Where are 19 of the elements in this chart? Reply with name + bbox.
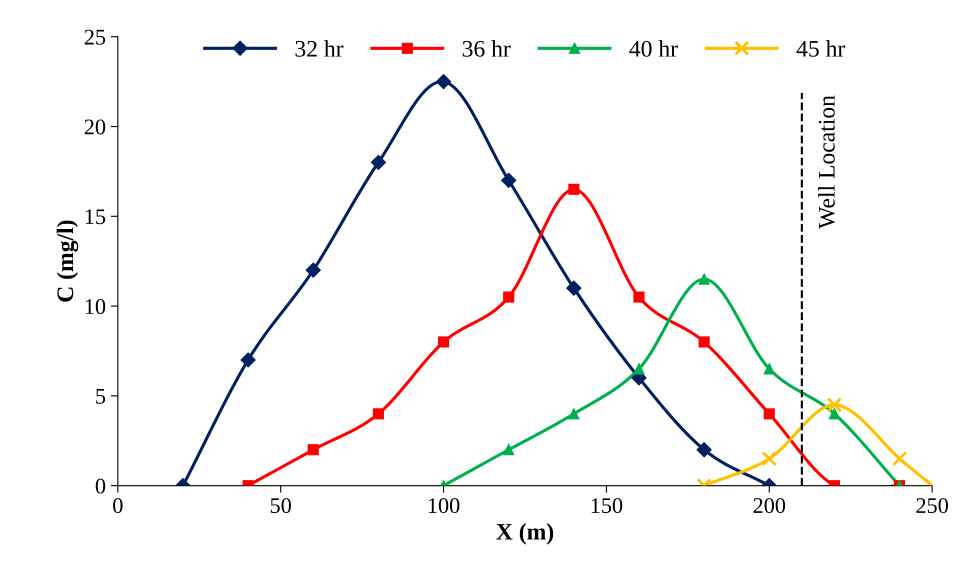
legend-label: 40 hr	[629, 40, 678, 57]
y-tick-label: 0	[96, 478, 106, 494]
y-tick-label: 25	[84, 30, 106, 45]
legend-label: 45 hr	[796, 40, 846, 57]
legend-label: 36 hr	[462, 40, 511, 57]
y-tick-label: 10	[86, 299, 106, 314]
x-axis-title: X (m)	[496, 523, 554, 545]
x-tick-label: 50	[270, 498, 291, 514]
y-tick-label: 15	[86, 209, 106, 224]
x-tick-label: 150	[592, 498, 622, 514]
y-tick-label: 20	[84, 119, 106, 134]
ref-line-label: Well Location	[818, 95, 835, 229]
y-axis-title: C (mg/l)	[56, 220, 78, 302]
x-tick-label: 0	[113, 498, 123, 514]
x-tick-label: 250	[916, 498, 948, 514]
legend-label: 32 hr	[296, 40, 344, 57]
x-tick-label: 200	[754, 498, 786, 514]
y-tick-label: 5	[96, 389, 106, 404]
x-tick-label: 100	[428, 498, 460, 514]
